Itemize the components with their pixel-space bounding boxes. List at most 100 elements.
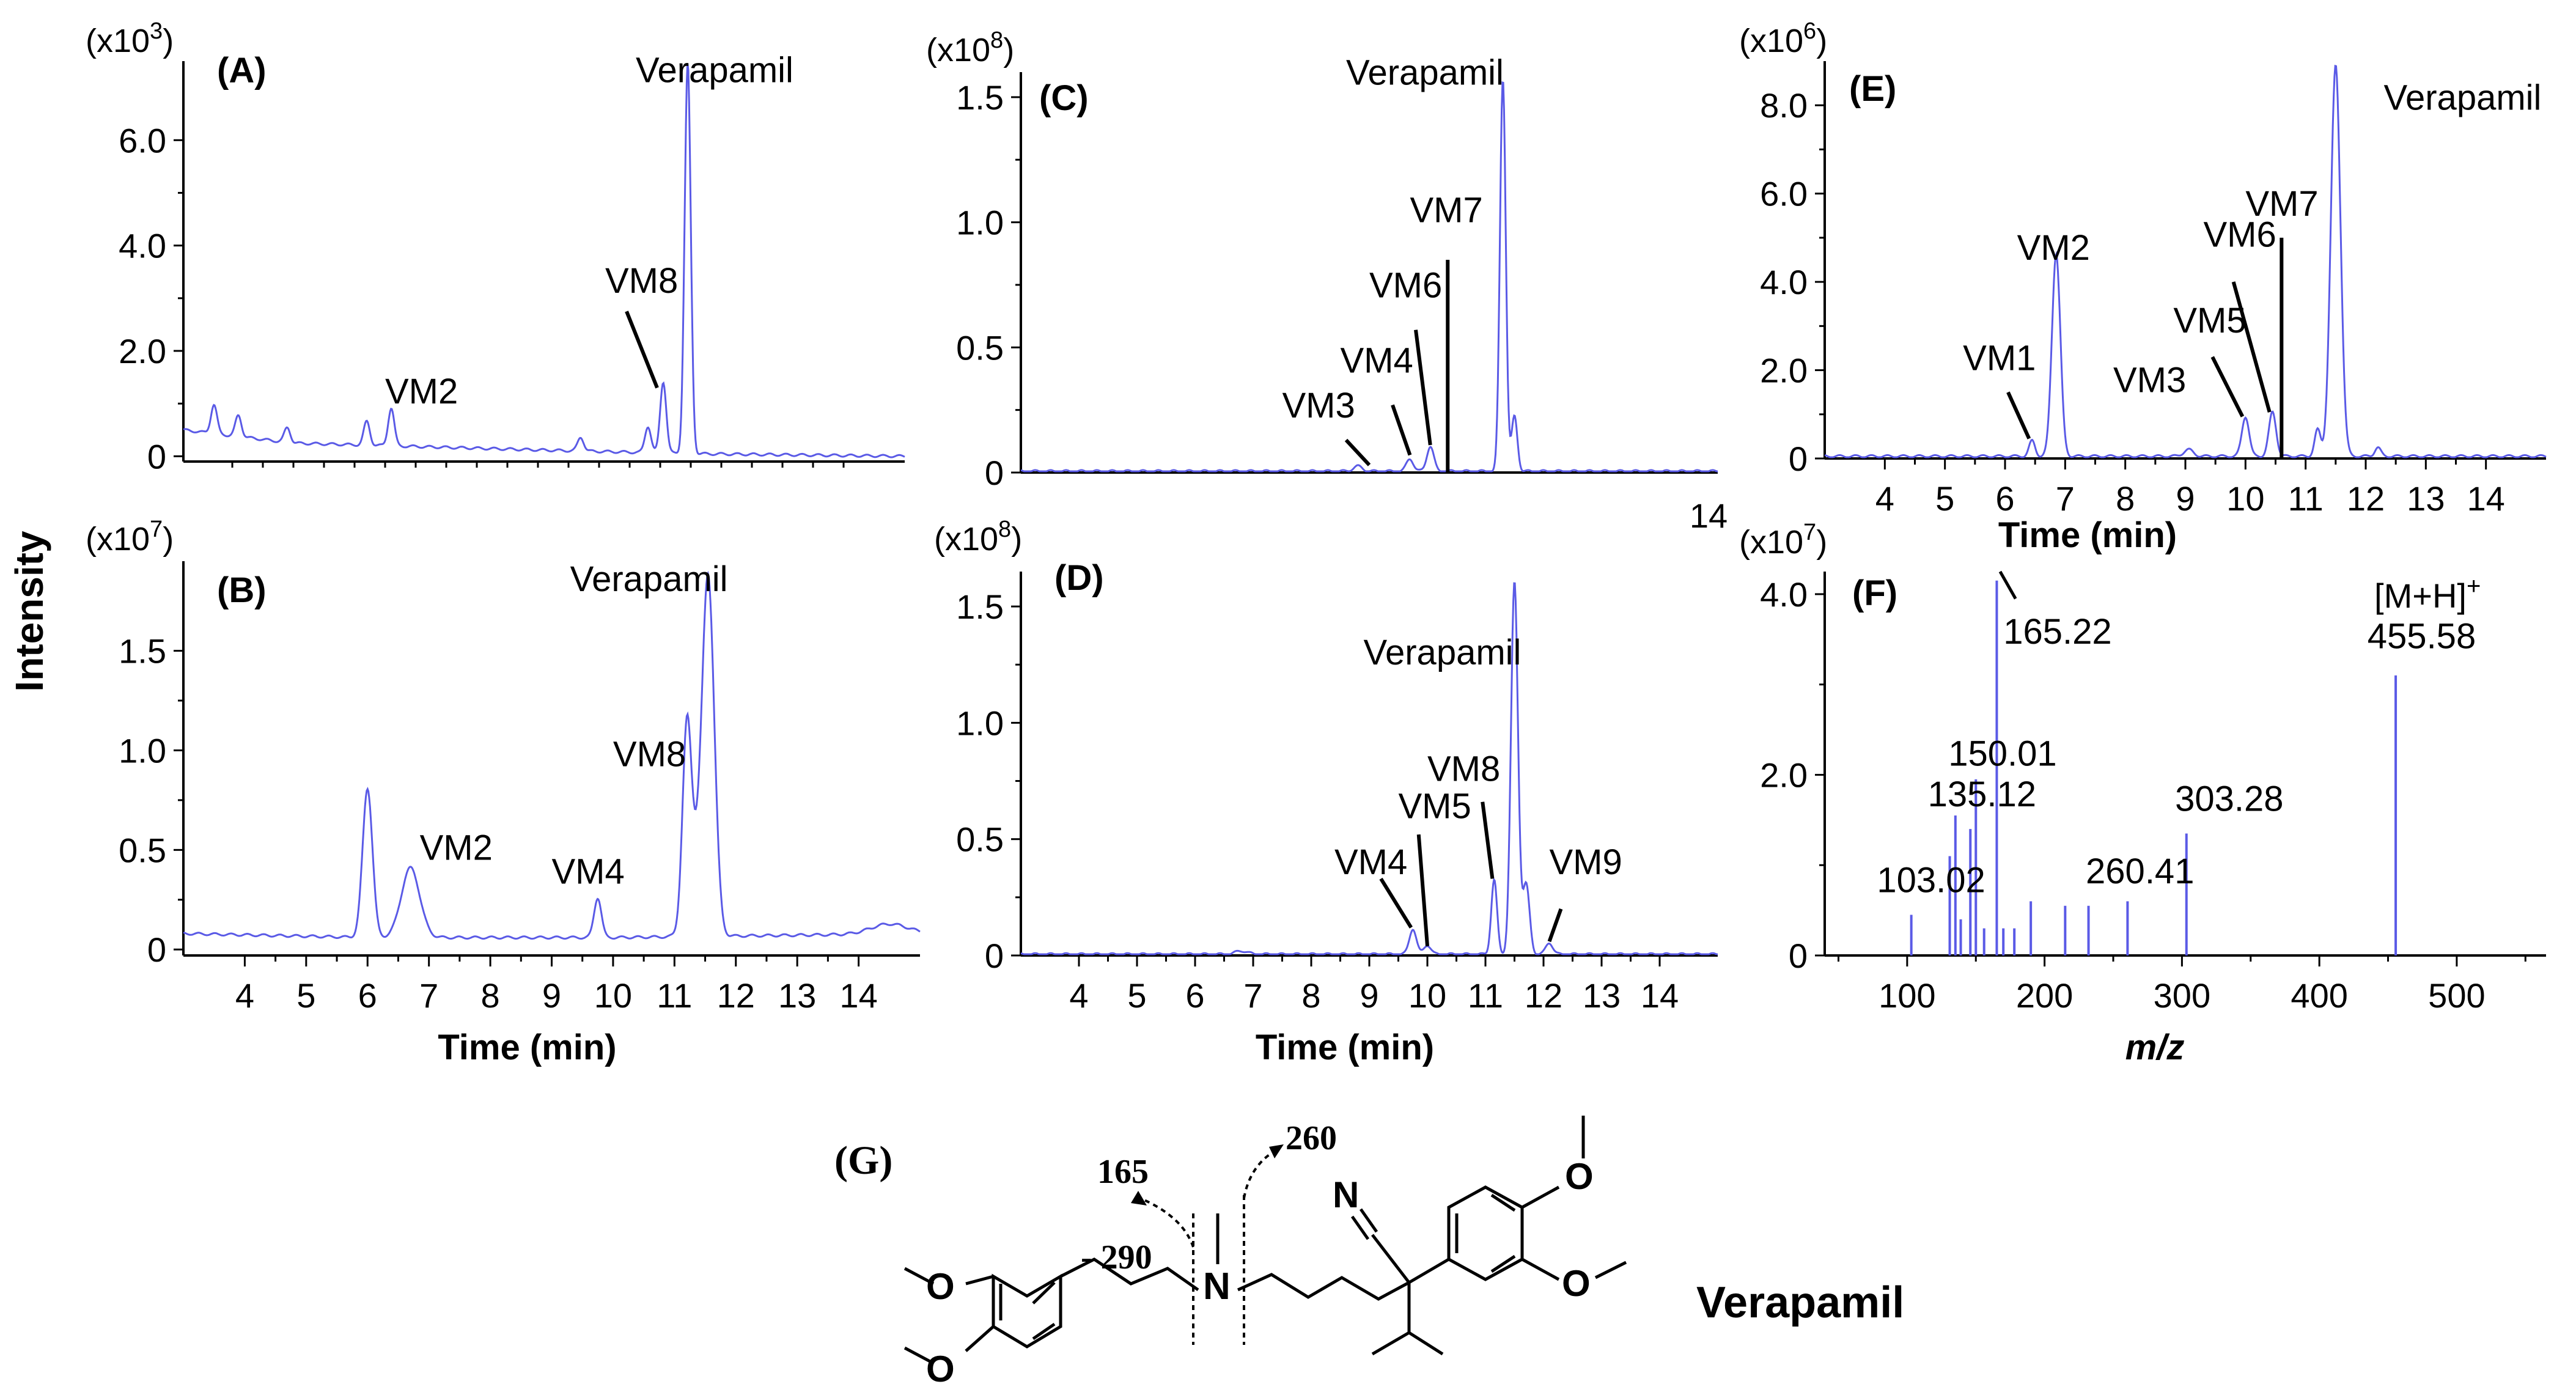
y-tick-label: 0: [147, 437, 166, 476]
methoxy-bond: [1521, 1185, 1560, 1209]
fragment-arrowhead-165: [1131, 1191, 1147, 1205]
fragment-label-165: 165: [1097, 1153, 1149, 1191]
x-tick-label: 9: [542, 976, 561, 1015]
x-tick-label: 6: [1995, 479, 2014, 518]
isopropyl-branches: [1371, 1331, 1444, 1356]
scale-label: (x106): [1739, 18, 1827, 59]
chromatogram-trace: [1824, 64, 2547, 458]
panel-label: (A): [217, 51, 267, 90]
annotation-leader-line: [1416, 834, 1429, 947]
x-tick-label: 11: [1468, 976, 1503, 1015]
peak-annotation: Verapamil: [1346, 53, 1504, 92]
x-tick-label: 6: [1185, 976, 1204, 1015]
annotation-leader-line: [2231, 281, 2272, 413]
ethyl-chain: [1059, 1257, 1199, 1292]
peak-annotation: VM5: [2173, 301, 2246, 340]
mz-annotation: 303.28: [2175, 779, 2283, 819]
panel-label: (C): [1039, 78, 1089, 118]
mz-annotation: 135.12: [1928, 775, 2036, 814]
x-tick-label: 12: [717, 976, 755, 1015]
x-tick-label: 10: [594, 976, 632, 1015]
x-tick-label: 6: [358, 976, 377, 1015]
x-tick-label: 8: [1301, 976, 1320, 1015]
peak-annotation: VM4: [1341, 340, 1413, 380]
x-tick-label: 10: [2226, 479, 2264, 518]
panel-label: (F): [1852, 573, 1897, 613]
peak-annotation: VM1: [1963, 339, 2036, 378]
x-axis-label: Time (min): [1256, 1028, 1434, 1067]
scale-label: (x108): [934, 517, 1022, 558]
x-axis-label: m/z: [2125, 1028, 2185, 1067]
x-tick-label: 7: [419, 976, 438, 1015]
methoxy-bond: [965, 1325, 995, 1352]
y-tick-label: 8.0: [1760, 86, 1808, 125]
annotation-leader-line: [2210, 356, 2245, 418]
annotation-leader-line: [625, 311, 659, 389]
chromatogram-trace: [183, 570, 921, 940]
peak-annotation: VM6: [2204, 215, 2276, 254]
atom-n-amine: N: [1203, 1265, 1231, 1308]
y-tick-label: 1.0: [956, 204, 1004, 242]
y-tick-label: 1.5: [119, 632, 166, 671]
panel-label: (D): [1054, 558, 1104, 598]
y-tick-label: 0: [1789, 937, 1808, 975]
panel-label: (E): [1849, 69, 1896, 109]
annotation-leader-line: [1481, 801, 1495, 879]
y-tick-label: 2.0: [1760, 756, 1808, 794]
peak-annotation: VM8: [1427, 749, 1500, 789]
x-tick-label: 300: [2154, 976, 2210, 1015]
x-tick-label: 400: [2291, 976, 2347, 1015]
x-tick-label: 5: [1935, 479, 1954, 518]
x-tick-label: 8: [2116, 479, 2135, 518]
y-tick-label: 0: [985, 454, 1004, 492]
x-tick-label: 9: [1360, 976, 1378, 1015]
x-tick-label: 13: [778, 976, 816, 1015]
mz-annotation: 103.02: [1877, 861, 1985, 900]
atom-o: O: [926, 1266, 955, 1307]
x-tick-label: 5: [296, 976, 315, 1015]
panel-e: 0 2.0 4.0 6.0 8.0 4 5 6 7 8 9 10 11 12 13 14 Time (min) (…: [1739, 18, 2547, 555]
atom-o: O: [1562, 1263, 1591, 1304]
y-tick-label: 1.5: [956, 587, 1004, 626]
panel-f: 0 2.0 4.0 100 200 300 400 500 m/z (x107) (F) 103.02…: [1739, 520, 2546, 1067]
methoxy-bond: [965, 1275, 994, 1286]
y-tick-label: 0.5: [119, 831, 166, 869]
fragment-arrow-165: [1139, 1197, 1194, 1248]
y-tick-label: 0.5: [956, 820, 1004, 859]
neutral-loss-label: - 290: [1081, 1239, 1152, 1276]
mz-annotation: 455.58: [2368, 617, 2476, 657]
panel-b: 0 0.5 1.0 1.5 4 5 6 7 8 9 10 11 12 13 14 Time (min) (x10…: [86, 517, 921, 1067]
methoxy-bond: [1594, 1261, 1627, 1279]
annotation-leader-line: [1344, 438, 1371, 466]
x-tick-label: 4: [1875, 479, 1894, 518]
x-tick-label: 5: [1127, 976, 1146, 1015]
x-tick-label: 11: [2288, 479, 2324, 518]
x-tick-label: 12: [2347, 479, 2385, 518]
x-tick-label: 10: [1408, 976, 1446, 1015]
chromatogram-trace: [183, 63, 905, 458]
annotation-leader-line: [2006, 391, 2031, 440]
x-tick-label: 7: [2056, 479, 2075, 518]
y-tick-label: 4.0: [1760, 575, 1808, 614]
y-tick-label: 1.0: [956, 704, 1004, 742]
atom-o: O: [1565, 1156, 1594, 1197]
x-tick-label: 200: [2016, 976, 2073, 1015]
x-axis-label: Time (min): [1998, 515, 2177, 555]
nitrile-triple: [1359, 1208, 1378, 1233]
x-tick-label: 14: [1641, 976, 1679, 1015]
y-tick-label: 0: [147, 930, 166, 969]
right-benzene-ring: [1447, 1185, 1524, 1281]
peak-annotation: VM6: [1369, 265, 1442, 305]
precursor-label: [M+H]+: [2374, 573, 2481, 615]
chart-panels: 0 2.0 4.0 6.0 (x103) (A) VM2 VM8 Verapamil 0 0.5 1.…: [86, 18, 2547, 1067]
x-tick-label: 4: [235, 976, 254, 1015]
peak-annotation: VM7: [1410, 191, 1483, 230]
peak-annotation: VM2: [420, 828, 493, 868]
peak-annotation: VM7: [2245, 184, 2318, 224]
x-tick-label: 13: [1583, 976, 1621, 1015]
peak-annotation: VM3: [2113, 361, 2186, 400]
peak-annotation: Verapamil: [570, 559, 728, 599]
x-tick-label: 12: [1525, 976, 1562, 1015]
peak-annotation: Verapamil: [2384, 78, 2542, 117]
